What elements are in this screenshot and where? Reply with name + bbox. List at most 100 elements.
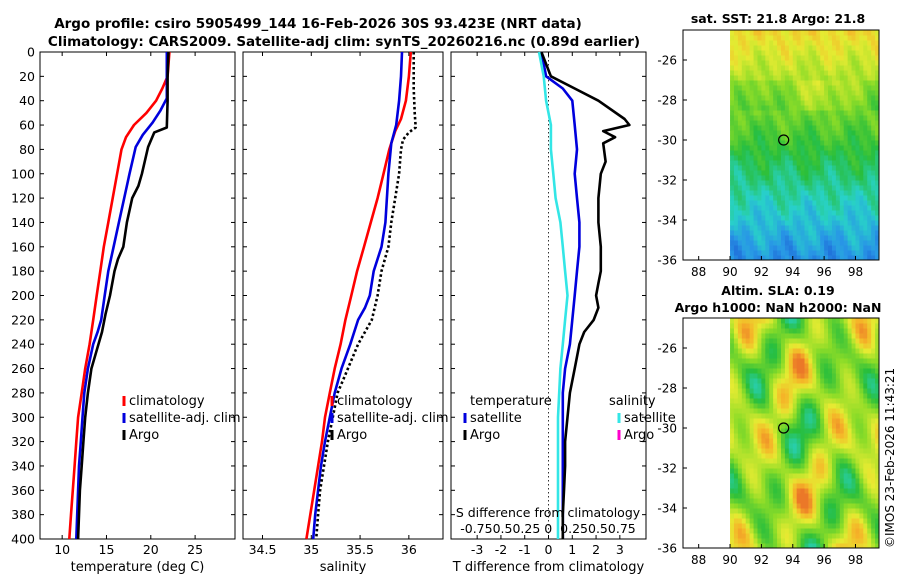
sla-cell (835, 508, 841, 514)
sst-cell (855, 215, 860, 221)
sla-cell (847, 518, 853, 524)
sst-cell (796, 215, 802, 221)
depth-tick-label: 60 (19, 118, 35, 133)
sla-cell (859, 523, 864, 529)
sla-cell (847, 453, 853, 459)
sla-cell (863, 493, 868, 499)
sst-cell (792, 180, 798, 186)
sst-cell (788, 110, 794, 116)
sst-cell (757, 120, 762, 126)
sla-cell (863, 403, 868, 409)
sla-cell (784, 343, 790, 349)
sla-cell (777, 338, 782, 344)
sst-cell (784, 200, 790, 206)
sst-cell (733, 35, 739, 41)
sla-cell (788, 363, 794, 369)
sst-cell (777, 105, 782, 111)
sla-cell (737, 388, 743, 394)
sla-cell (875, 533, 879, 539)
sla-cell (757, 328, 762, 334)
sla-cell (788, 328, 794, 334)
sla-cell (745, 413, 751, 419)
sst-cell (800, 85, 806, 91)
sla-cell (753, 508, 758, 514)
sla-cell (761, 353, 766, 359)
sla-cell (831, 413, 837, 419)
sla-cell (843, 433, 849, 439)
sst-cell (847, 130, 853, 136)
sla-cell (792, 318, 798, 324)
sla-cell (769, 428, 774, 434)
sla-cell (871, 328, 876, 334)
sla-cell (796, 358, 802, 364)
sst-cell (765, 145, 770, 151)
sla-cell (875, 348, 879, 354)
sla-cell (855, 323, 860, 329)
sla-cell (733, 493, 739, 499)
sla-cell (828, 473, 833, 479)
sst-cell (808, 180, 813, 186)
sst-cell (847, 55, 853, 61)
sla-cell (781, 428, 786, 434)
sla-cell (863, 363, 868, 369)
sst-cell (761, 55, 766, 61)
sla-cell (871, 543, 876, 548)
sla-cell (741, 538, 747, 544)
sla-cell (824, 348, 829, 354)
temperature-series-climatology (68, 51, 171, 540)
sla-cell (800, 433, 806, 439)
sla-cell (773, 323, 778, 329)
sla-cell (851, 503, 856, 509)
sst-cell (733, 230, 739, 236)
sla-cell (847, 383, 853, 389)
sla-cell (804, 348, 809, 354)
sst-cell (859, 240, 864, 246)
sla-cell (835, 423, 841, 429)
sst-cell (831, 120, 837, 126)
sla-cell (863, 523, 868, 529)
sst-cell (808, 55, 813, 61)
sst-cell (769, 220, 774, 226)
sla-cell (855, 378, 860, 384)
sst-cell (824, 110, 829, 116)
sst-cell (749, 165, 755, 171)
sla-cell (816, 503, 821, 509)
sst-cell (855, 250, 860, 256)
sla-cell (808, 398, 813, 404)
sla-cell (816, 388, 821, 394)
sla-cell (800, 358, 806, 364)
sst-cell (851, 210, 856, 216)
sla-cell (855, 358, 860, 364)
sla-cell (859, 423, 864, 429)
difference-legend: temperature satellite Argo salinity sate… (456, 394, 676, 536)
sst-cell (824, 180, 829, 186)
sst-cell (796, 45, 802, 51)
sla-cell (835, 433, 841, 439)
sla-cell (863, 533, 868, 539)
sst-cell (871, 155, 876, 161)
sst-cell (831, 105, 837, 111)
sla-cell (737, 348, 743, 354)
sla-cell (781, 543, 786, 548)
sla-cell (761, 543, 766, 548)
sst-cell (804, 40, 809, 46)
sla-cell (796, 318, 802, 324)
sst-cell (859, 180, 864, 186)
sla-cell (781, 503, 786, 509)
difference-series-t-argo (540, 51, 631, 539)
sst-cell (831, 85, 837, 91)
sla-cell (769, 448, 774, 454)
sst-cell (733, 115, 739, 121)
sst-cell (730, 175, 735, 181)
sla-cell (871, 488, 876, 494)
sst-cell (816, 120, 821, 126)
sla-cell (867, 408, 872, 414)
sst-cell (835, 115, 841, 121)
sst-cell (761, 235, 766, 241)
sst-cell (769, 210, 774, 216)
sst-cell (749, 255, 755, 260)
sst-cell (820, 145, 825, 151)
sst-cell (777, 155, 782, 161)
sst-cell (828, 60, 833, 66)
sla-cell (804, 528, 809, 534)
